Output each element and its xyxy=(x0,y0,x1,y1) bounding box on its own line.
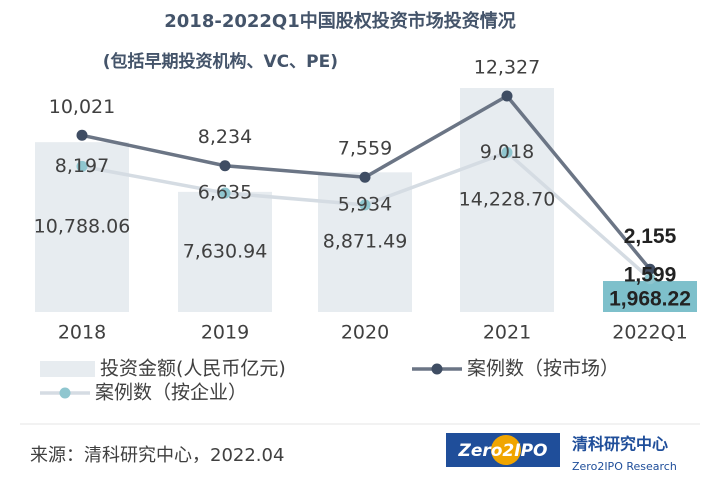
legend-item: 案例数（按企业） xyxy=(40,382,247,404)
data-label: 1,968.22 xyxy=(609,288,691,311)
legend-label: 投资金额(人民币亿元) xyxy=(100,358,286,380)
bar xyxy=(460,88,554,312)
data-label: 6,635 xyxy=(198,181,252,203)
chart-title: 2018-2022Q1中国股权投资市场投资情况 xyxy=(164,10,516,32)
x-tick-label: 2019 xyxy=(201,322,249,344)
x-tick-label: 2021 xyxy=(483,322,531,344)
legend-item: 投资金额(人民币亿元) xyxy=(40,358,286,380)
bar xyxy=(318,172,412,312)
data-label: 2,155 xyxy=(624,225,677,248)
data-label: 8,871.49 xyxy=(323,231,408,253)
marker xyxy=(501,146,513,158)
chart-subtitle: (包括早期投资机构、VC、PE) xyxy=(103,51,338,72)
x-tick-label: 2018 xyxy=(58,322,106,344)
data-label: 14,228.70 xyxy=(459,189,556,211)
legend-swatch xyxy=(40,361,95,377)
data-label: 9,018 xyxy=(480,141,534,163)
legend-item: 案例数（按市场） xyxy=(412,358,619,380)
brand-sub: Zero2IPO Research xyxy=(572,460,677,473)
legend-marker xyxy=(431,363,443,375)
data-label: 10,021 xyxy=(49,96,115,118)
logo-circle xyxy=(491,435,521,465)
legend-marker xyxy=(59,387,71,399)
x-tick-label: 2022Q1 xyxy=(612,322,687,344)
logo: Zero2IPO xyxy=(446,433,560,467)
data-label: 12,327 xyxy=(474,57,540,79)
data-label: 7,630.94 xyxy=(183,240,268,262)
marker xyxy=(359,171,371,183)
source: 来源：清科研究中心，2022.04 xyxy=(30,445,284,466)
marker xyxy=(76,129,88,141)
marker xyxy=(359,199,371,211)
data-label: 5,934 xyxy=(338,193,392,215)
data-label: 10,788.06 xyxy=(34,216,131,238)
legend-label: 案例数（按企业） xyxy=(95,382,247,404)
marker xyxy=(501,90,513,102)
brand-name: 清科研究中心 xyxy=(572,435,668,454)
marker xyxy=(644,263,656,275)
marker xyxy=(644,273,656,285)
marker xyxy=(76,160,88,172)
bar xyxy=(603,281,697,312)
bar xyxy=(178,191,272,312)
logo-text: Zero2IPO xyxy=(458,441,548,461)
x-tick-label: 2020 xyxy=(341,322,389,344)
data-label: 7,559 xyxy=(338,138,392,160)
data-label: 8,197 xyxy=(55,155,109,177)
marker xyxy=(219,160,231,172)
data-label: 8,234 xyxy=(198,126,252,148)
data-label: 1,599 xyxy=(624,264,677,287)
marker xyxy=(219,187,231,199)
legend-label: 案例数（按市场） xyxy=(467,358,619,380)
